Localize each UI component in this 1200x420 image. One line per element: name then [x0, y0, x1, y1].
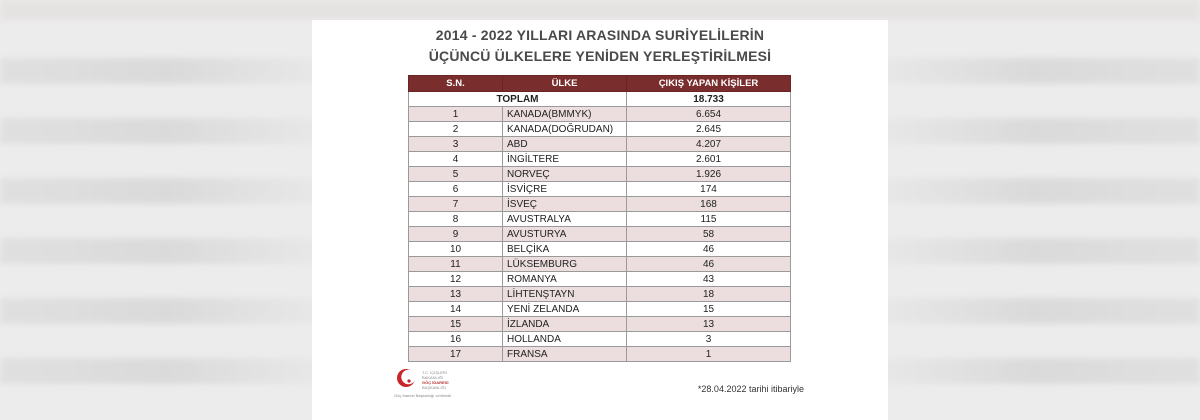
table-row: 16 HOLLANDA 3 — [408, 331, 791, 347]
logo-text-line: T.C. İÇİŞLERİ BAKANLIĞI — [422, 370, 447, 380]
table-row: 4 İNGİLTERE 2.601 — [408, 151, 791, 167]
row-sn-cell: 13 — [408, 286, 503, 302]
row-value-cell: 174 — [626, 181, 791, 197]
row-country-cell: AVUSTRALYA — [502, 211, 627, 227]
table-row: 5 NORVEÇ 1.926 — [408, 166, 791, 182]
date-footnote: *28.04.2022 tarihi itibariyle — [697, 384, 804, 394]
row-sn-cell: 4 — [408, 151, 503, 167]
row-value-cell: 43 — [626, 271, 791, 287]
row-value-cell: 6.654 — [626, 106, 791, 122]
row-value-cell: 3 — [626, 331, 791, 347]
row-sn-cell: 14 — [408, 301, 503, 317]
logo-tagline: Göç İdaresi Başkanlığı verileridir — [394, 393, 452, 398]
row-country-cell: KANADA(BMMYK) — [502, 106, 627, 122]
table-row: 1 KANADA(BMMYK) 6.654 — [408, 106, 791, 122]
document-card: 2014 - 2022 YILLARI ARASINDA SURİYELİLER… — [312, 20, 888, 420]
row-value-cell: 18 — [626, 286, 791, 302]
row-value-cell: 2.645 — [626, 121, 791, 137]
row-value-cell: 58 — [626, 226, 791, 242]
row-value-cell: 1 — [626, 346, 791, 362]
row-country-cell: HOLLANDA — [502, 331, 627, 347]
header-country: ÜLKE — [502, 75, 627, 92]
table-row: 8 AVUSTRALYA 115 — [408, 211, 791, 227]
title-line-2: ÜÇÜNCÜ ÜLKELERE YENİDEN YERLEŞTİRİLMESİ — [428, 48, 772, 64]
row-value-cell: 15 — [626, 301, 791, 317]
row-country-cell: ABD — [502, 136, 627, 152]
row-sn-cell: 11 — [408, 256, 503, 272]
row-value-cell: 2.601 — [626, 151, 791, 167]
row-country-cell: YENİ ZELANDA — [502, 301, 627, 317]
row-country-cell: BELÇİKA — [502, 241, 627, 257]
table-row: 3 ABD 4.207 — [408, 136, 791, 152]
row-country-cell: İSVİÇRE — [502, 181, 627, 197]
table-row: 2 KANADA(DOĞRUDAN) 2.645 — [408, 121, 791, 137]
row-country-cell: İZLANDA — [502, 316, 627, 332]
row-country-cell: NORVEÇ — [502, 166, 627, 182]
table-row: 6 İSVİÇRE 174 — [408, 181, 791, 197]
row-value-cell: 115 — [626, 211, 791, 227]
row-sn-cell: 17 — [408, 346, 503, 362]
crescent-icon — [397, 369, 416, 387]
row-country-cell: İNGİLTERE — [502, 151, 627, 167]
header-sn: S.N. — [408, 75, 503, 92]
row-country-cell: ROMANYA — [502, 271, 627, 287]
table-row: 14 YENİ ZELANDA 15 — [408, 301, 791, 317]
background-band — [0, 0, 1200, 20]
row-value-cell: 1.926 — [626, 166, 791, 182]
row-country-cell: İSVEÇ — [502, 196, 627, 212]
row-sn-cell: 8 — [408, 211, 503, 227]
row-value-cell: 4.207 — [626, 136, 791, 152]
total-label: TOPLAM — [408, 91, 627, 107]
table-row: 10 BELÇİKA 46 — [408, 241, 791, 257]
row-sn-cell: 2 — [408, 121, 503, 137]
row-sn-cell: 7 — [408, 196, 503, 212]
table-row: 13 LİHTENŞTAYN 18 — [408, 286, 791, 302]
table-header-row: S.N. ÜLKE ÇIKIŞ YAPAN KİŞİLER — [408, 75, 791, 92]
row-sn-cell: 3 — [408, 136, 503, 152]
row-country-cell: LİHTENŞTAYN — [502, 286, 627, 302]
total-value: 18.733 — [626, 91, 791, 107]
table-row: 7 İSVEÇ 168 — [408, 196, 791, 212]
row-value-cell: 13 — [626, 316, 791, 332]
table-row: 9 AVUSTURYA 58 — [408, 226, 791, 242]
row-sn-cell: 16 — [408, 331, 503, 347]
logo-text-line: GÖÇ İDARESİ — [422, 380, 449, 385]
table-row: 15 İZLANDA 13 — [408, 316, 791, 332]
row-country-cell: AVUSTURYA — [502, 226, 627, 242]
row-sn-cell: 12 — [408, 271, 503, 287]
row-value-cell: 46 — [626, 241, 791, 257]
row-sn-cell: 1 — [408, 106, 503, 122]
row-sn-cell: 5 — [408, 166, 503, 182]
ministry-logo: T.C. İÇİŞLERİ BAKANLIĞI GÖÇ İDARESİ BAŞK… — [394, 368, 456, 418]
row-country-cell: FRANSA — [502, 346, 627, 362]
row-value-cell: 46 — [626, 256, 791, 272]
row-value-cell: 168 — [626, 196, 791, 212]
total-row: TOPLAM 18.733 — [408, 91, 791, 107]
logo-text: T.C. İÇİŞLERİ BAKANLIĞI GÖÇ İDARESİ BAŞK… — [422, 370, 456, 390]
table-row: 12 ROMANYA 43 — [408, 271, 791, 287]
row-sn-cell: 15 — [408, 316, 503, 332]
table-row: 11 LÜKSEMBURG 46 — [408, 256, 791, 272]
row-sn-cell: 9 — [408, 226, 503, 242]
row-country-cell: LÜKSEMBURG — [502, 256, 627, 272]
resettlement-table: S.N. ÜLKE ÇIKIŞ YAPAN KİŞİLER TOPLAM 18.… — [408, 75, 791, 362]
row-sn-cell: 6 — [408, 181, 503, 197]
table-row: 17 FRANSA 1 — [408, 346, 791, 362]
header-people: ÇIKIŞ YAPAN KİŞİLER — [626, 75, 791, 92]
row-country-cell: KANADA(DOĞRUDAN) — [502, 121, 627, 137]
row-sn-cell: 10 — [408, 241, 503, 257]
title-line-1: 2014 - 2022 YILLARI ARASINDA SURİYELİLER… — [435, 27, 765, 43]
logo-text-line: BAŞKANLIĞI — [422, 385, 446, 390]
